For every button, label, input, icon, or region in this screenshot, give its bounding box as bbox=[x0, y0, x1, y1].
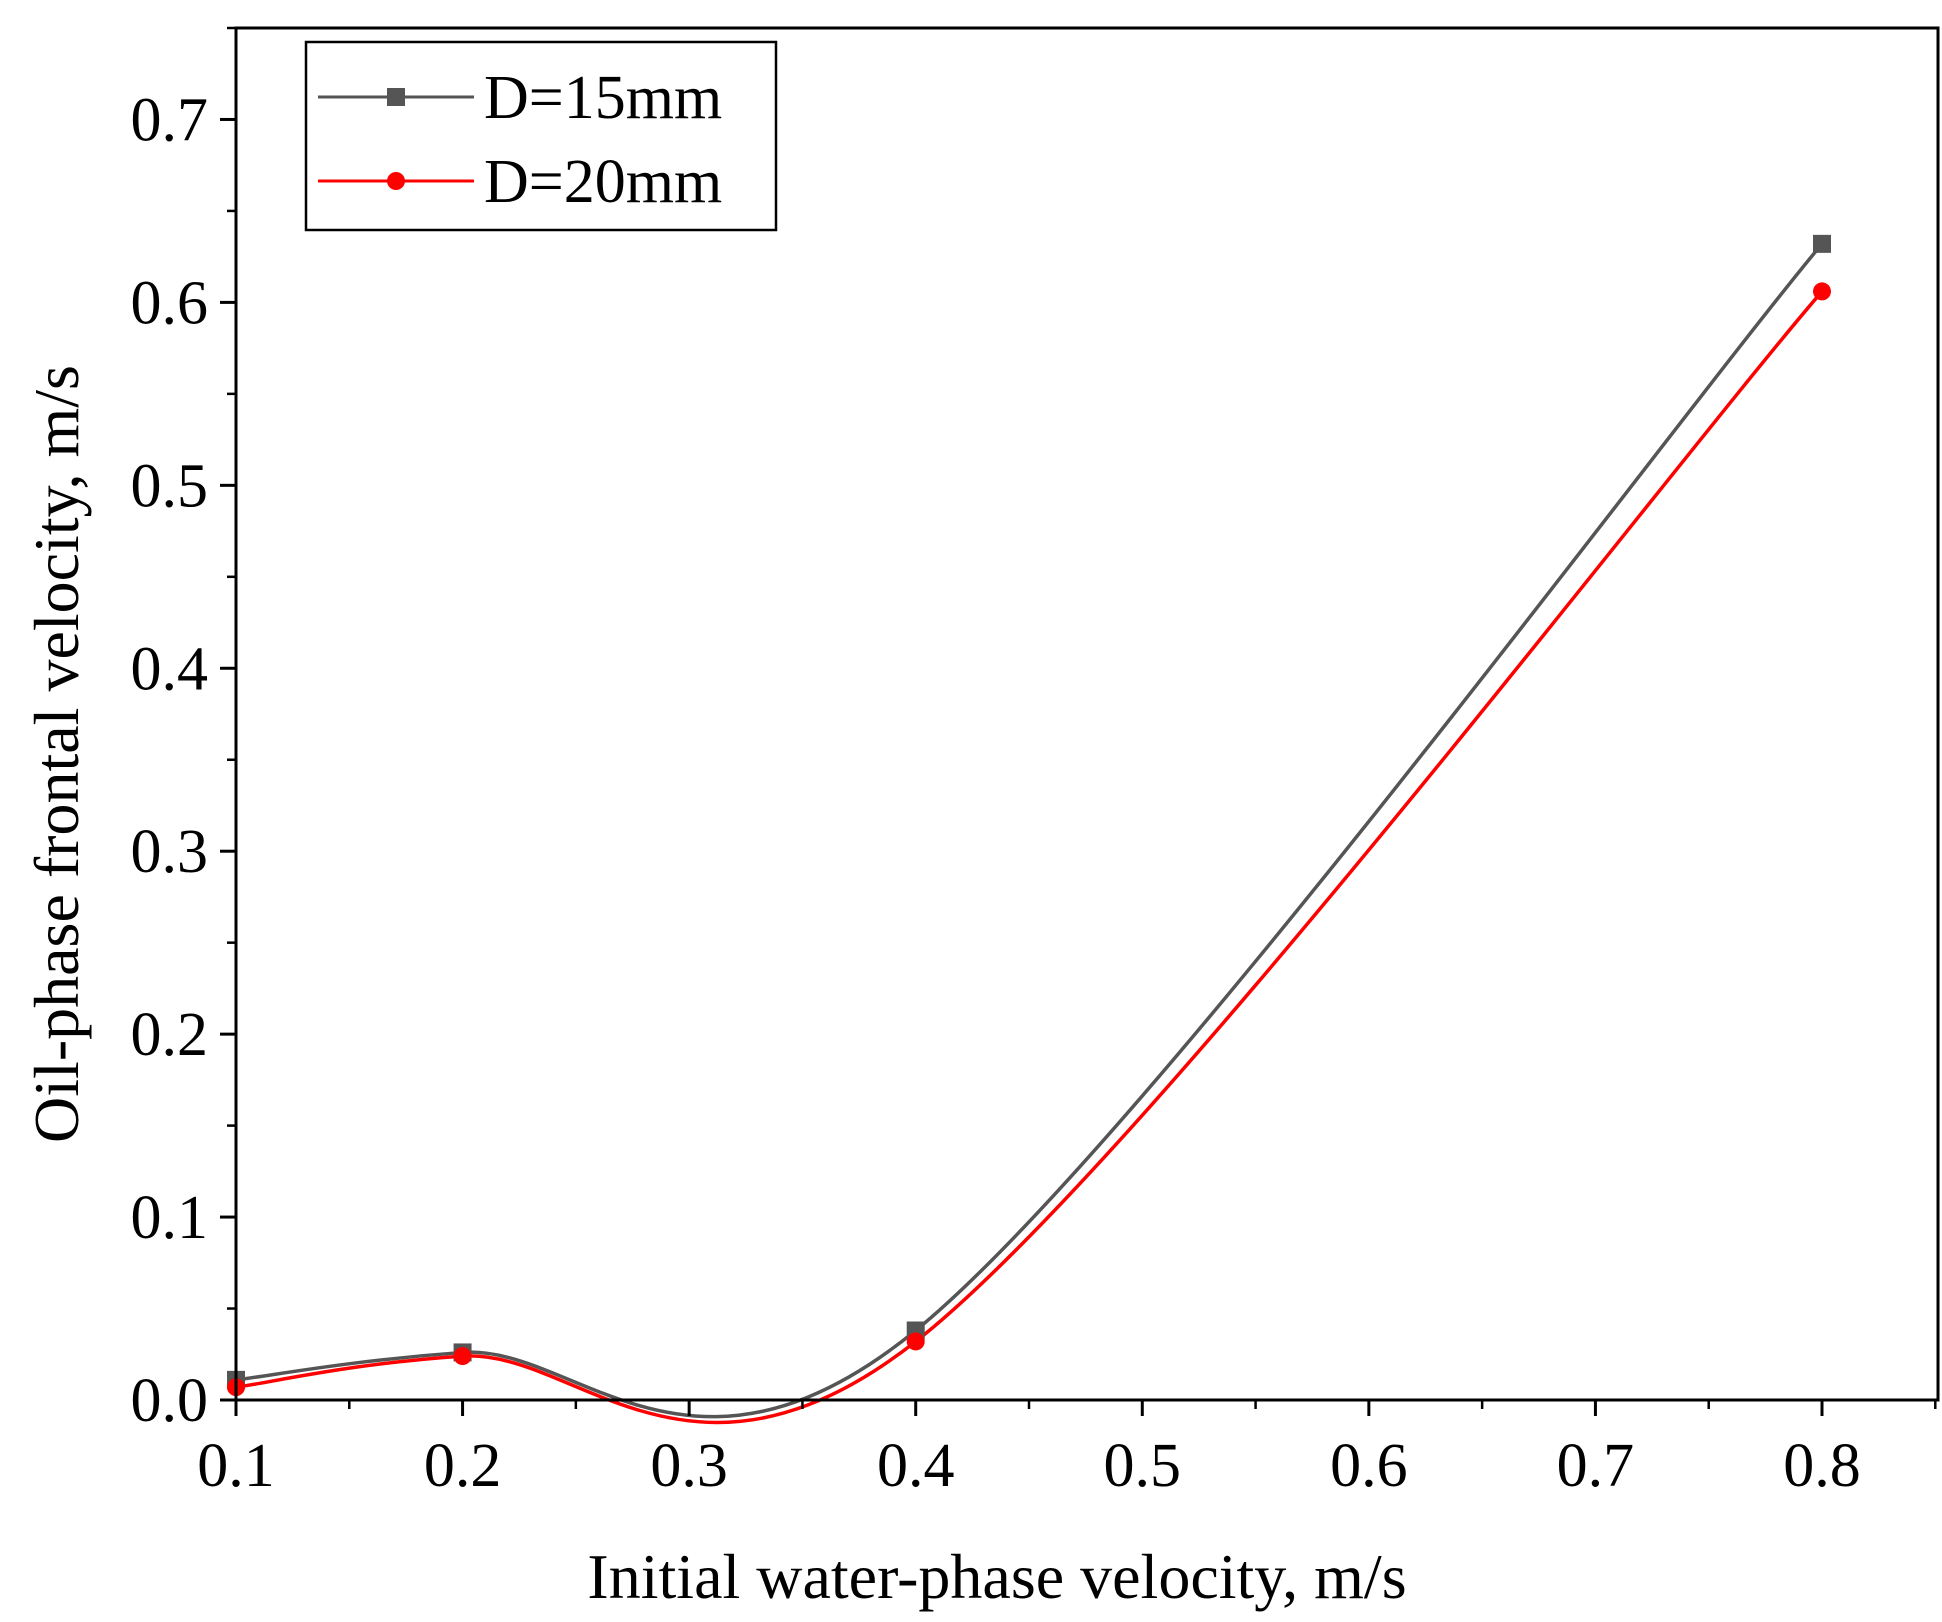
y-tick-label: 0.2 bbox=[131, 1001, 209, 1069]
series-line-1 bbox=[235, 290, 1824, 1425]
series-curves bbox=[235, 242, 1824, 1425]
x-axis-title: Initial water-phase velocity, m/s bbox=[587, 1541, 1406, 1612]
x-tick-label: 0.8 bbox=[1783, 1432, 1861, 1500]
plot-frame bbox=[234, 26, 1940, 1402]
y-tick-label: 0.7 bbox=[131, 86, 209, 154]
x-tick-label: 0.5 bbox=[1104, 1432, 1182, 1500]
y-tick-label: 0.1 bbox=[131, 1184, 209, 1252]
y-tick-label: 0.4 bbox=[131, 635, 209, 703]
data-point bbox=[906, 1332, 925, 1351]
x-tick-label: 0.3 bbox=[650, 1432, 728, 1500]
series-line-0 bbox=[235, 242, 1824, 1419]
y-tick-label: 0.6 bbox=[131, 269, 209, 337]
x-tick-label: 0.4 bbox=[877, 1432, 955, 1500]
y-tick-label: 0.3 bbox=[131, 818, 209, 886]
data-point bbox=[1813, 282, 1831, 301]
y-axis-title: Oil-phase frontal velocity, m/s bbox=[21, 365, 92, 1143]
axes bbox=[234, 26, 1940, 1402]
legend-marker bbox=[387, 88, 405, 106]
legend-marker bbox=[387, 172, 405, 190]
legend-item: D=15mm bbox=[318, 64, 722, 132]
legend-item: D=20mm bbox=[318, 148, 722, 216]
data-point bbox=[453, 1347, 472, 1366]
y-tick-label: 0.5 bbox=[131, 452, 209, 520]
legend-label: D=20mm bbox=[484, 148, 722, 216]
legend: D=15mm D=20mm bbox=[304, 40, 778, 232]
x-tick-label: 0.2 bbox=[424, 1432, 502, 1500]
x-tick-label: 0.1 bbox=[197, 1432, 275, 1500]
legend-box bbox=[304, 40, 778, 232]
data-point bbox=[1813, 234, 1831, 253]
y-tick-label: 0.0 bbox=[131, 1367, 209, 1435]
legend-label: D=15mm bbox=[484, 64, 722, 132]
x-tick-label: 0.7 bbox=[1557, 1432, 1635, 1500]
x-tick-label: 0.6 bbox=[1330, 1432, 1408, 1500]
ticks: 0.1 0.2 0.3 0.4 0.5 0.6 0.7 0.80.00.10.20.30.40… bbox=[131, 26, 1937, 1500]
